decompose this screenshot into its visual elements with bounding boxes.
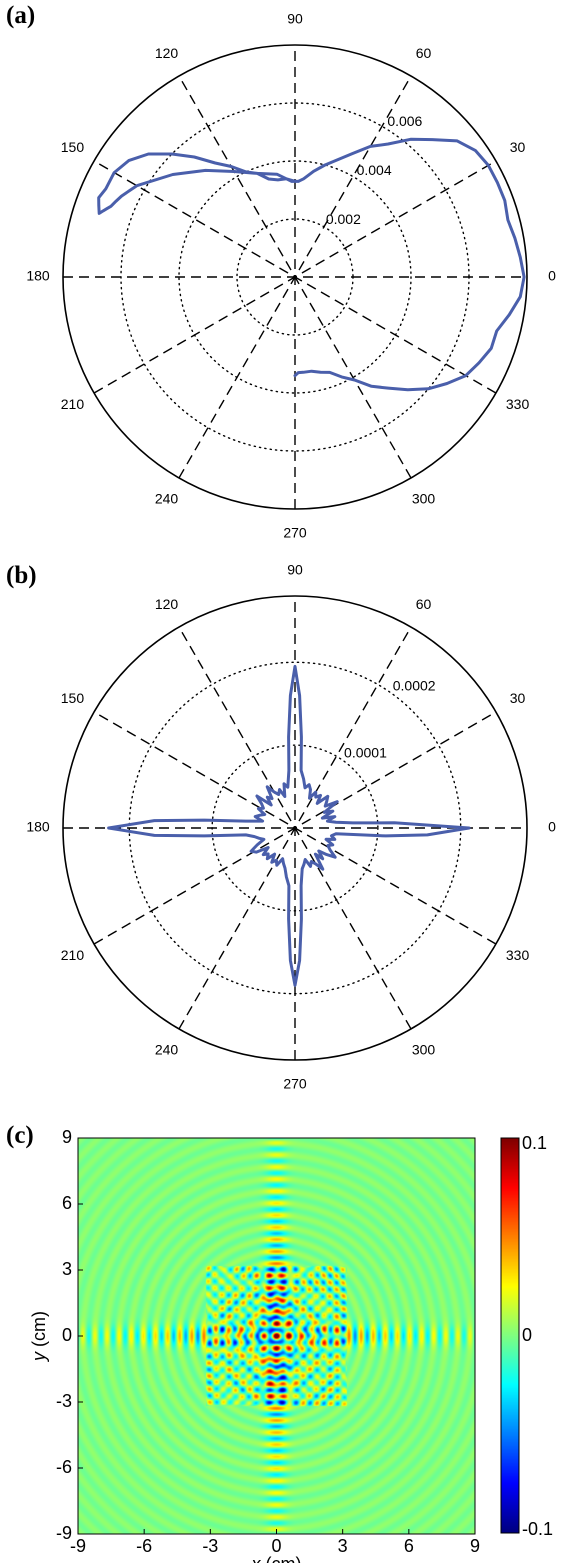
chart-a-angle-label-60: 60: [416, 45, 432, 61]
colorbar-frame: [500, 1137, 520, 1534]
chart-a-angle-label-120: 120: [155, 45, 179, 61]
chart-a-angle-label-150: 150: [61, 139, 85, 155]
chart-b-angle-label-210: 210: [61, 947, 85, 963]
panel-c-label: (c): [6, 1122, 34, 1149]
y-tick-label-5: 6: [62, 1193, 72, 1213]
chart-a-angle-label-300: 300: [412, 490, 436, 506]
chart-b-r-tick-label-1: 0.0002: [393, 677, 436, 693]
heatmap-plot: [78, 1138, 475, 1534]
x-axis-label: x (cm): [251, 1554, 302, 1563]
x-tick-label-5: 6: [404, 1536, 414, 1556]
y-tick-label-2: -3: [56, 1391, 72, 1411]
chart-a-angle-label-210: 210: [61, 396, 85, 412]
y-tick-label-4: 3: [62, 1259, 72, 1279]
chart-b-outer-circle: [62, 595, 528, 1061]
chart-a-ring-1: [178, 160, 412, 394]
x-tick-label-2: -3: [202, 1536, 218, 1556]
heatmap-frame: [77, 1137, 476, 1535]
y-axis-label-unit: (cm): [29, 1311, 49, 1352]
x-tick-label-6: 9: [470, 1536, 480, 1556]
panel-a-label: (a): [6, 2, 36, 29]
y-tick-label-6: 9: [62, 1127, 72, 1147]
chart-a-angle-label-90: 90: [287, 11, 303, 27]
x-tick-label-1: -6: [136, 1536, 152, 1556]
chart-b-angle-label-330: 330: [506, 947, 530, 963]
colorbar-tick-label-0: 0.1: [522, 1133, 547, 1153]
polar-chart-b: 0 30 60 90 120 150 180 210 240 270 300 330 0.0001 0.0…: [26, 562, 556, 1092]
y-axis-label: y (cm): [29, 1311, 49, 1363]
chart-a-r-tick-label-1: 0.004: [357, 162, 392, 178]
chart-b-series-0: [107, 664, 471, 987]
chart-b-r-tick-label-0: 0.0001: [344, 744, 387, 760]
chart-b-angle-label-60: 60: [416, 596, 432, 612]
y-axis-label-var: y: [29, 1351, 49, 1363]
chart-a-angle-label-0: 0: [548, 268, 556, 284]
chart-b-spoke-150: [93, 711, 497, 945]
y-tick-label-1: -6: [56, 1457, 72, 1477]
chart-a-spoke-150: [93, 160, 497, 394]
chart-a-angle-label-330: 330: [506, 396, 530, 412]
colorbar-tick-label-1: 0: [522, 1325, 532, 1345]
chart-b-angle-label-90: 90: [287, 562, 303, 578]
chart-a-r-tick-label-2: 0.006: [387, 113, 422, 129]
polar-chart-a: 0 30 60 90 120 150 180 210 240 270 300 330 0.002 0.00…: [26, 11, 556, 541]
chart-a-angle-label-30: 30: [510, 139, 526, 155]
colorbar: [501, 1138, 519, 1533]
chart-b-angle-label-30: 30: [510, 690, 526, 706]
chart-a-r-tick-label-0: 0.002: [326, 211, 361, 227]
colorbar-tick-label-2: -0.1: [522, 1519, 553, 1539]
chart-b-angle-label-270: 270: [283, 1076, 307, 1092]
chart-a-angle-label-270: 270: [283, 525, 307, 541]
y-tick-label-0: -9: [56, 1523, 72, 1543]
chart-b-angle-label-150: 150: [61, 690, 85, 706]
chart-b-angle-label-120: 120: [155, 596, 179, 612]
x-tick-label-4: 3: [338, 1536, 348, 1556]
chart-b-angle-label-180: 180: [26, 819, 50, 835]
x-axis-label-unit: (cm): [261, 1554, 302, 1563]
chart-a-series-0: [97, 137, 526, 392]
panel-b-label: (b): [6, 562, 37, 589]
chart-a-outer-circle: [62, 44, 528, 510]
chart-a-angle-label-240: 240: [155, 490, 179, 506]
x-axis-label-var: x: [251, 1554, 262, 1563]
x-tick-label-3: 0: [271, 1536, 281, 1556]
chart-a-angle-label-180: 180: [26, 268, 50, 284]
chart-b-angle-label-300: 300: [412, 1041, 436, 1057]
chart-b-angle-label-240: 240: [155, 1041, 179, 1057]
chart-b-angle-label-0: 0: [548, 819, 556, 835]
x-tick-label-0: -9: [70, 1536, 86, 1556]
y-tick-label-3: 0: [62, 1325, 72, 1345]
